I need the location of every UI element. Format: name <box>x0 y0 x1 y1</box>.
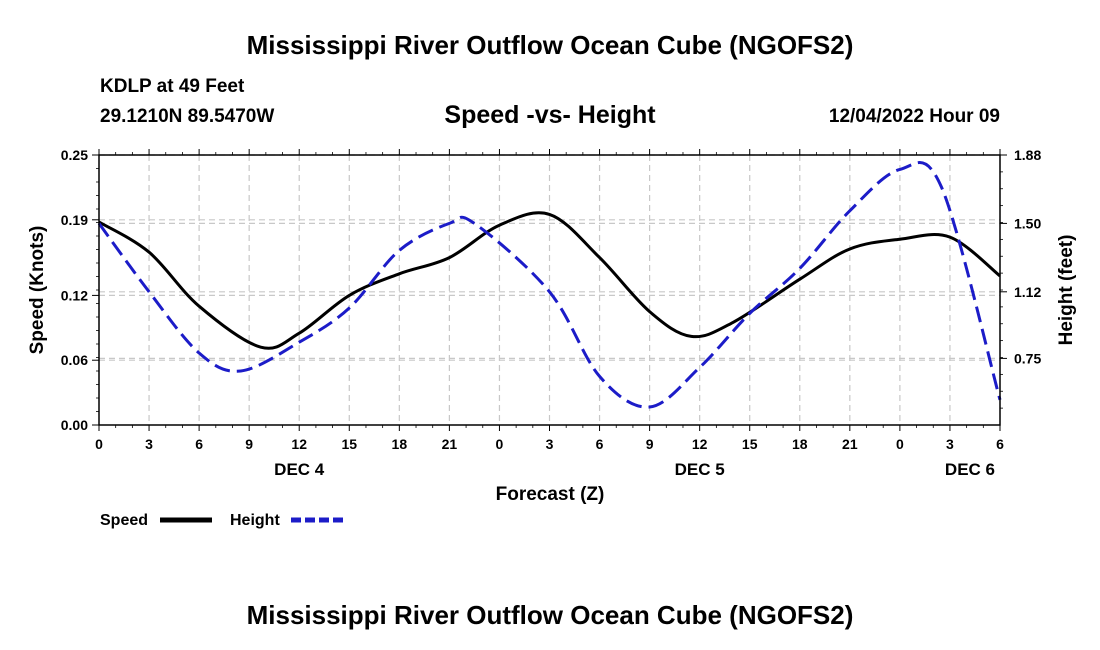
day-label: DEC 4 <box>274 460 325 479</box>
x-tick-label: 3 <box>546 436 554 452</box>
x-tick-label: 3 <box>946 436 954 452</box>
y2-tick-label: 1.88 <box>1014 147 1041 163</box>
x-tick-label: 12 <box>692 436 708 452</box>
station-coordinates: 29.1210N 89.5470W <box>100 106 275 127</box>
x-tick-label: 18 <box>392 436 408 452</box>
x-tick-label: 6 <box>996 436 1004 452</box>
x-tick-label: 21 <box>842 436 858 452</box>
chart-title: Speed -vs- Height <box>444 101 656 129</box>
tick-layer <box>92 149 1007 431</box>
day-label: DEC 6 <box>945 460 995 479</box>
x-tick-label: 12 <box>291 436 307 452</box>
forecast-timestamp: 12/04/2022 Hour 09 <box>828 106 1000 127</box>
x-tick-label: 18 <box>792 436 808 452</box>
x-tick-label: 15 <box>742 436 758 452</box>
y2-tick-label: 1.12 <box>1014 284 1041 300</box>
x-tick-label: 0 <box>95 436 103 452</box>
x-tick-label: 9 <box>646 436 654 452</box>
y2-axis-title: Height (feet) <box>1056 235 1077 346</box>
y-tick-label: 0.12 <box>61 287 88 303</box>
x-tick-label: 6 <box>596 436 604 452</box>
y2-tick-label: 1.50 <box>1014 215 1041 231</box>
x-tick-label: 9 <box>245 436 253 452</box>
y-tick-label: 0.00 <box>61 417 88 433</box>
y-axis-title: Speed (Knots) <box>27 226 48 355</box>
y-tick-label: 0.19 <box>61 212 88 228</box>
y-tick-label: 0.25 <box>61 147 88 163</box>
legend-label-speed: Speed <box>100 512 148 529</box>
day-label: DEC 5 <box>675 460 725 479</box>
legend: Speed Height <box>100 512 343 529</box>
x-tick-label: 21 <box>442 436 458 452</box>
x-tick-label: 0 <box>496 436 504 452</box>
x-axis-title: Forecast (Z) <box>496 484 605 505</box>
x-tick-label: 3 <box>145 436 153 452</box>
main-title: Mississippi River Outflow Ocean Cube (NG… <box>246 30 854 60</box>
x-tick-label: 0 <box>896 436 904 452</box>
series-line-height <box>97 161 1002 409</box>
x-tick-label: 15 <box>341 436 357 452</box>
x-tick-label: 6 <box>195 436 203 452</box>
repeat-title: Mississippi River Outflow Ocean Cube (NG… <box>246 600 854 630</box>
grid-layer <box>99 154 1000 425</box>
series-line-speed <box>98 211 1001 350</box>
y2-tick-label: 0.75 <box>1014 350 1041 366</box>
legend-label-height: Height <box>230 512 280 529</box>
speed-height-chart: 0 3 6 9 12 15 18 21 0 3 6 9 12 15 18 21 0 3 6 DEC 4 DEC 5 DEC… <box>27 147 1077 529</box>
label-layer: 0 3 6 9 12 15 18 21 0 3 6 9 12 15 18 21 0 3 6 DEC 4 DEC 5 DEC… <box>61 147 1042 479</box>
series-layer <box>97 161 1002 409</box>
station-name: KDLP at 49 Feet <box>100 76 245 97</box>
y-tick-label: 0.06 <box>61 352 88 368</box>
